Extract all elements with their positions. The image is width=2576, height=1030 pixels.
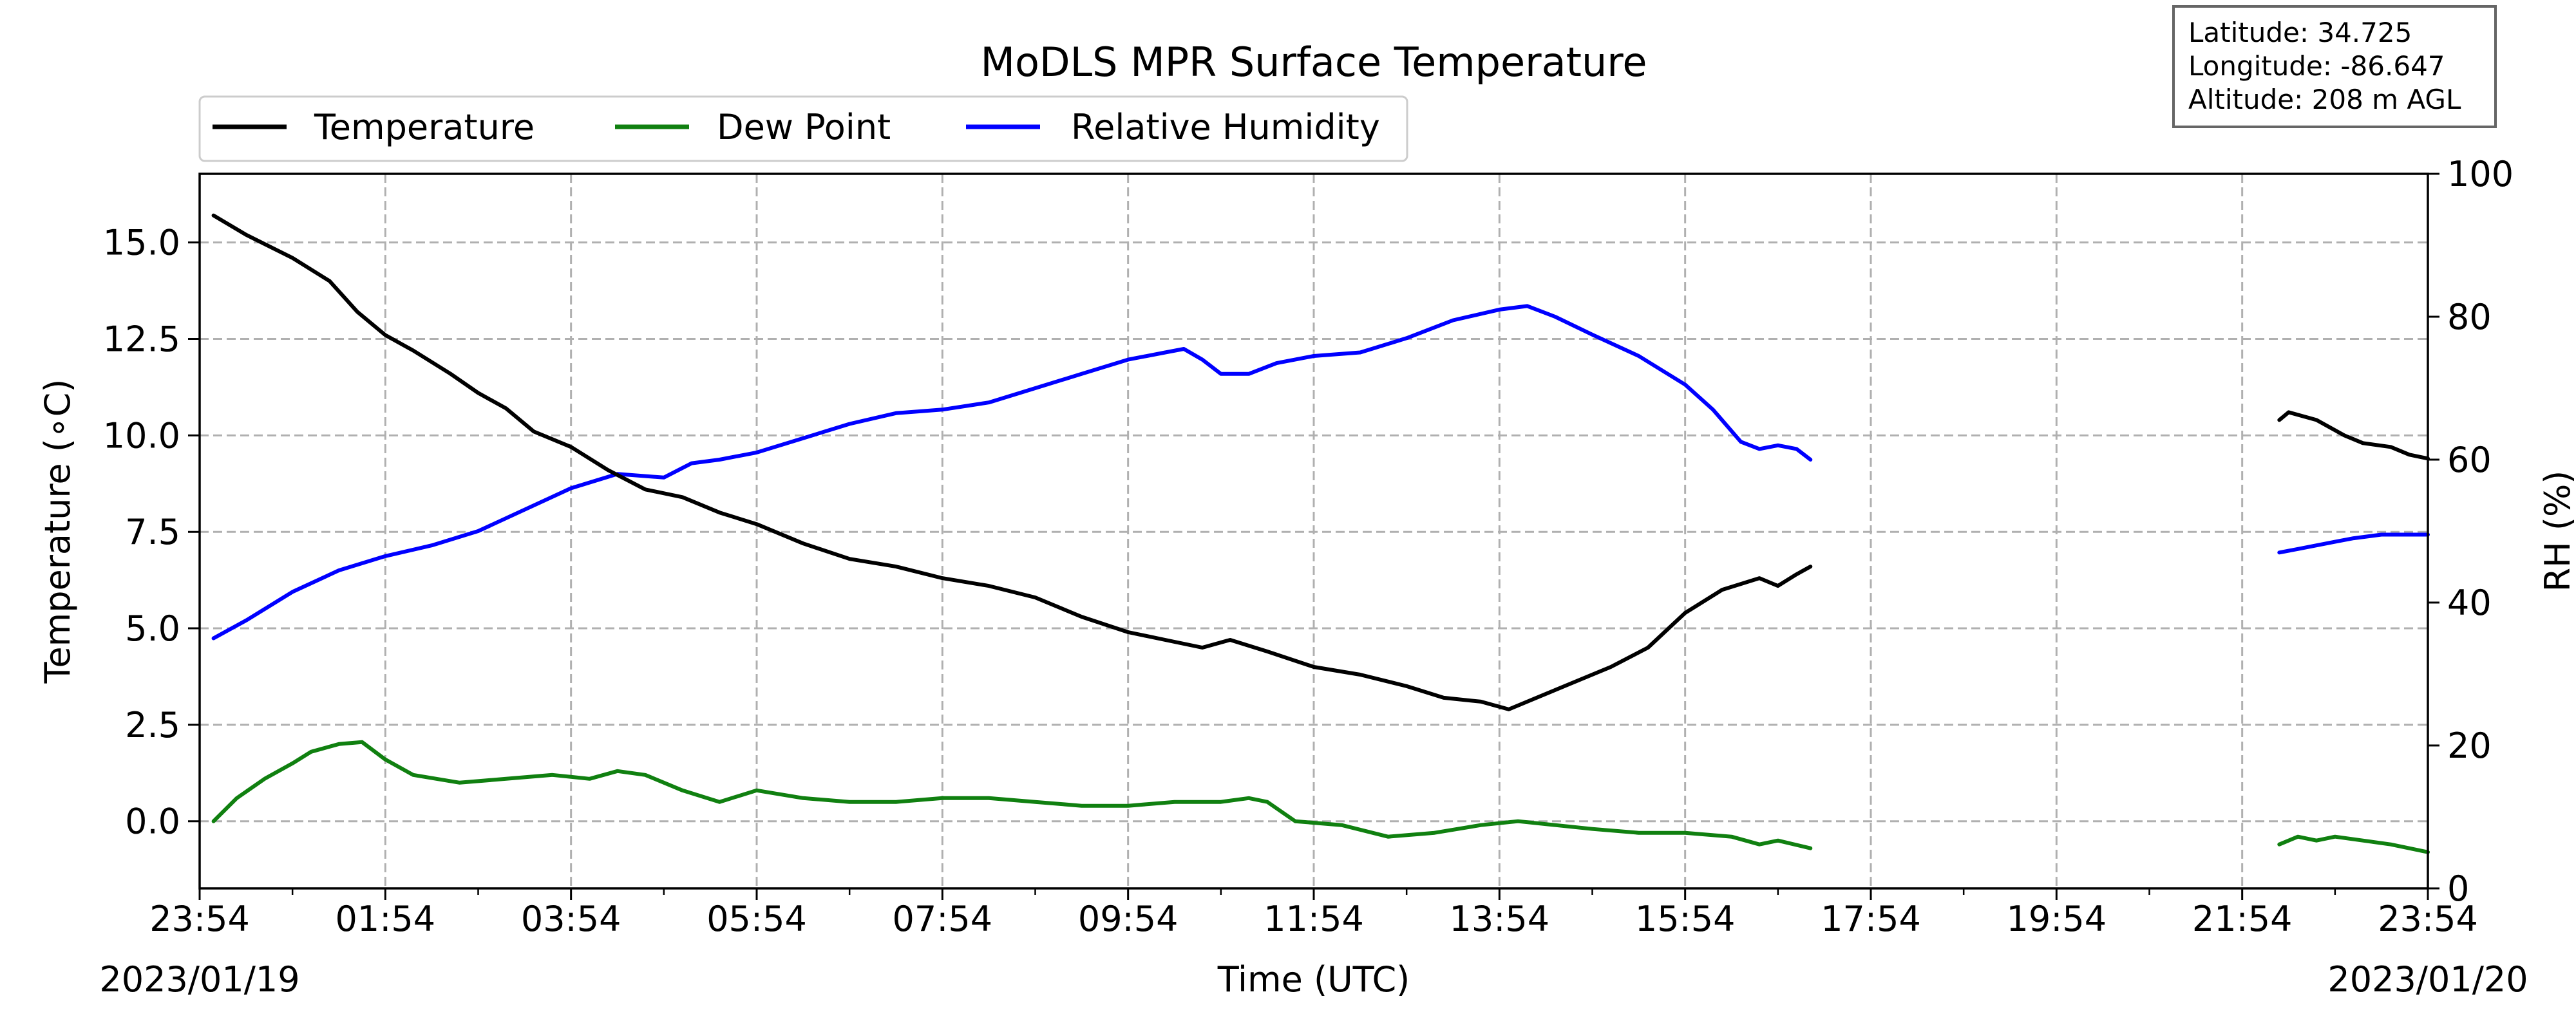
info-longitude: Longitude: -86.647 bbox=[2188, 50, 2445, 82]
y-left-tick-label: 0.0 bbox=[125, 801, 180, 842]
legend-label-relative-humidity: Relative Humidity bbox=[1071, 107, 1380, 147]
x-tick-label: 07:54 bbox=[893, 899, 993, 939]
x-tick-label: 17:54 bbox=[1821, 899, 1921, 939]
x-tick-label: 13:54 bbox=[1450, 899, 1550, 939]
chart-title: MoDLS MPR Surface Temperature bbox=[980, 39, 1647, 86]
y-left-tick-label: 2.5 bbox=[125, 705, 180, 745]
y-left-tick-label: 12.5 bbox=[103, 319, 180, 360]
legend-label-dew-point: Dew Point bbox=[717, 107, 891, 147]
info-altitude: Altitude: 208 m AGL bbox=[2188, 84, 2461, 115]
y-left-tick-label: 5.0 bbox=[125, 608, 180, 649]
series-line-temperature bbox=[211, 213, 1813, 711]
x-tick-label: 11:54 bbox=[1264, 899, 1364, 939]
grid-lines bbox=[200, 174, 2428, 888]
x-tick-label: 05:54 bbox=[706, 899, 807, 939]
y-right-tick-label: 100 bbox=[2447, 154, 2514, 194]
series-line-relative-humidity bbox=[211, 304, 1813, 641]
series-line-temperature bbox=[2277, 410, 2430, 461]
legend: Temperature Dew Point Relative Humidity bbox=[198, 95, 1408, 162]
y-right-tick-label: 20 bbox=[2447, 726, 2492, 766]
y-axis-label-right: RH (%) bbox=[2537, 471, 2576, 592]
y-left-tick-label: 15.0 bbox=[103, 223, 180, 263]
y-left-tick-label: 10.0 bbox=[103, 415, 180, 456]
x-tick-label: 23:54 bbox=[149, 899, 250, 939]
date-start-label: 2023/01/19 bbox=[99, 959, 299, 1000]
x-tick-label: 01:54 bbox=[336, 899, 436, 939]
y-axis-label-left: Temperature (∘C) bbox=[37, 379, 78, 684]
y-right-tick-label: 0 bbox=[2447, 868, 2469, 909]
x-tick-label: 09:54 bbox=[1078, 899, 1179, 939]
info-box-frame bbox=[2172, 5, 2497, 128]
series-line-dew-point bbox=[2277, 834, 2430, 854]
x-tick-label: 15:54 bbox=[1635, 899, 1736, 939]
location-info-box: Latitude: 34.725 Longitude: -86.647 Alti… bbox=[2172, 5, 2497, 128]
x-axis-label: Time (UTC) bbox=[1217, 959, 1410, 1000]
series-line-dew-point bbox=[211, 740, 1813, 850]
series-line-relative-humidity bbox=[2277, 532, 2430, 555]
legend-label-temperature: Temperature bbox=[314, 107, 535, 147]
axes: 23:54 01:54 03:54 05:54 07:54 09:54 11:54 13:54… bbox=[103, 154, 2514, 939]
y-right-tick-label: 80 bbox=[2447, 297, 2492, 337]
legend-box bbox=[198, 95, 1408, 162]
info-latitude: Latitude: 34.725 bbox=[2188, 17, 2412, 48]
series-lines bbox=[211, 213, 2430, 854]
x-tick-label: 19:54 bbox=[2007, 899, 2107, 939]
x-tick-label: 03:54 bbox=[521, 899, 621, 939]
y-right-tick-label: 60 bbox=[2447, 440, 2492, 480]
date-end-label: 2023/01/20 bbox=[2327, 959, 2528, 1000]
x-tick-label: 21:54 bbox=[2192, 899, 2293, 939]
y-right-tick-label: 40 bbox=[2447, 583, 2492, 623]
x-tick-label: 23:54 bbox=[2378, 899, 2478, 939]
y-left-tick-label: 7.5 bbox=[125, 512, 180, 552]
